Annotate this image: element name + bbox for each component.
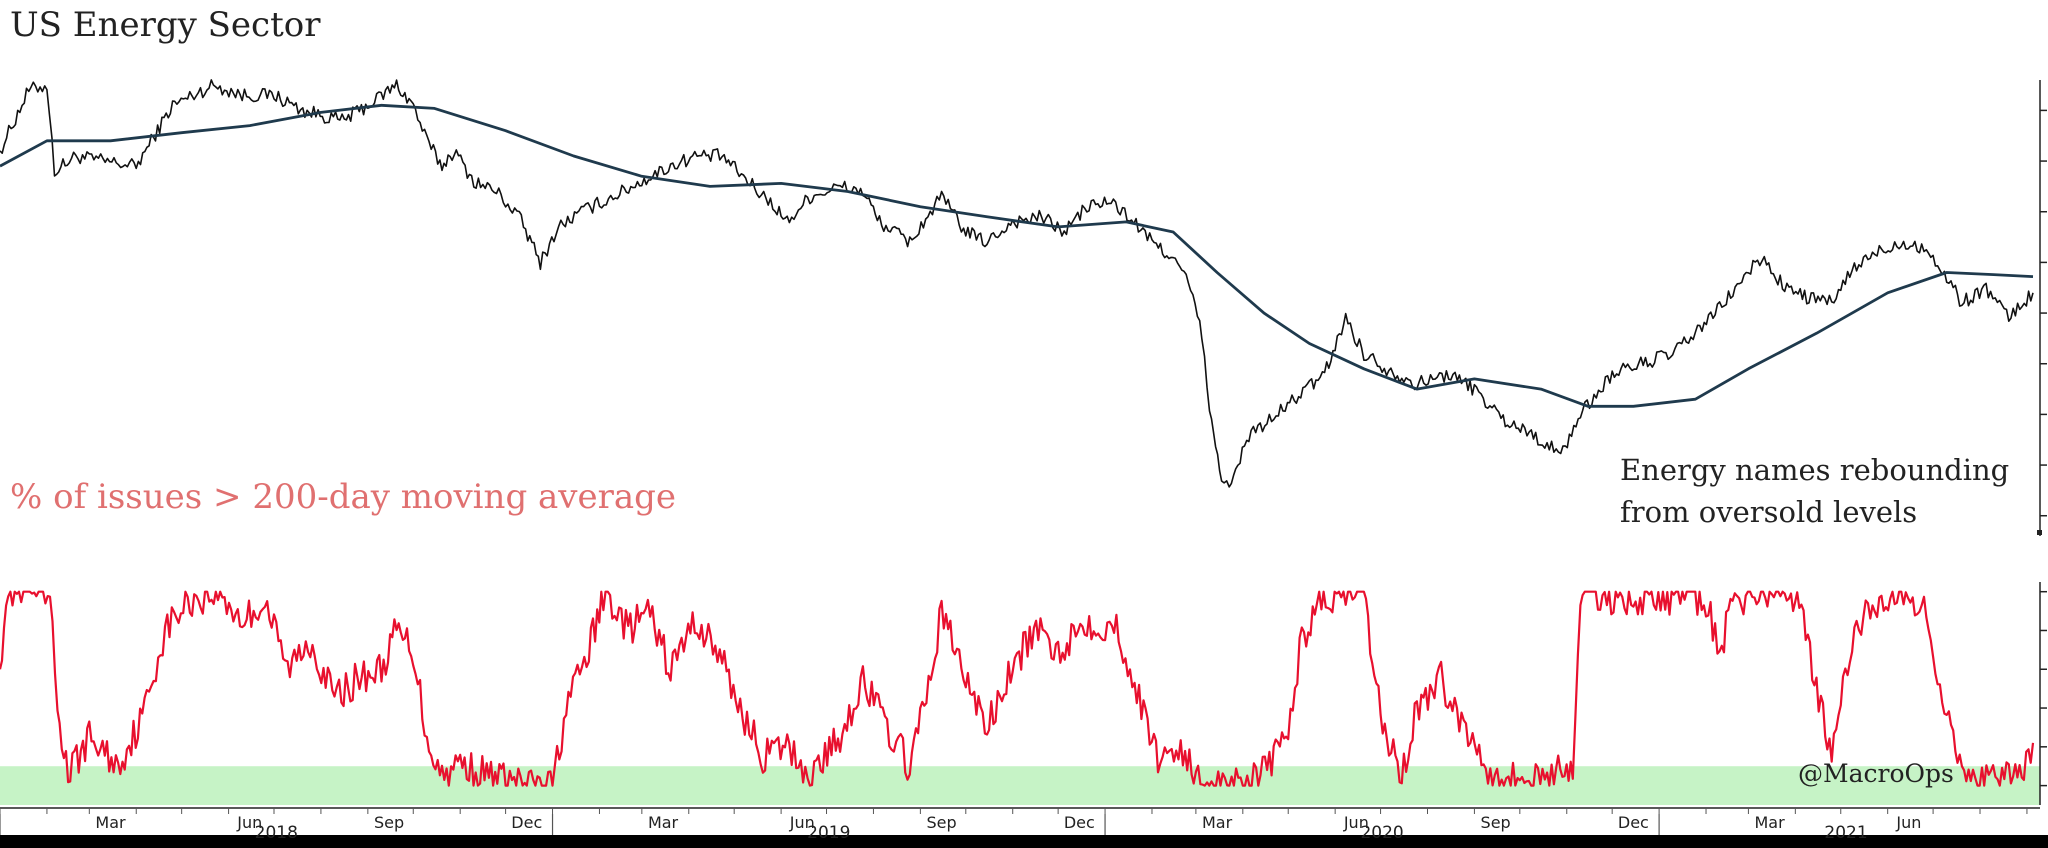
price-series-line (0, 79, 2034, 488)
x-year-label: 2019 (807, 823, 850, 843)
x-month-label: Sep (1481, 813, 1511, 832)
x-month-label: Dec (511, 813, 542, 832)
annotation-line-2: from oversold levels (1620, 495, 1917, 529)
x-month-label: Jun (1895, 813, 1921, 832)
breadth-y-ticks: 020406080100 (2040, 590, 2047, 787)
x-month-label: Sep (374, 813, 404, 832)
x-month-label: Jun (789, 813, 815, 832)
x-year-label: 2020 (1360, 823, 1403, 843)
credit-label: @MacroOps (1798, 759, 1954, 788)
oversold-band (0, 766, 2040, 805)
x-month-label: Mar (95, 813, 126, 832)
x-year-label: 2018 (255, 823, 298, 843)
x-month-label: Jun (236, 813, 262, 832)
x-month-label: Sep (926, 813, 956, 832)
price-panel (0, 79, 2034, 488)
x-month-label: Mar (1202, 813, 1233, 832)
axis-break-marker (2037, 530, 2042, 535)
breadth-panel (0, 590, 2035, 787)
x-month-label: Mar (648, 813, 679, 832)
price-y-ticks: 150200250300350400450500550 (2040, 109, 2047, 517)
x-year-label: 2021 (1824, 823, 1867, 843)
x-month-label: Mar (1755, 813, 1786, 832)
moving-average-line (0, 103, 2034, 408)
x-month-label: Dec (1618, 813, 1649, 832)
chart-title: US Energy Sector (10, 5, 321, 45)
breadth-series-line (0, 590, 2035, 787)
x-month-label: Jun (1343, 813, 1369, 832)
annotation-line-1: Energy names rebounding (1620, 453, 2009, 487)
indicator-subtitle: % of issues > 200-day moving average (10, 477, 676, 517)
x-month-label: Dec (1064, 813, 1095, 832)
x-axis-labels: Mar Jun Sep Dec Mar Jun Sep Dec Mar Jun Sep Dec Mar J… (0, 808, 2028, 843)
